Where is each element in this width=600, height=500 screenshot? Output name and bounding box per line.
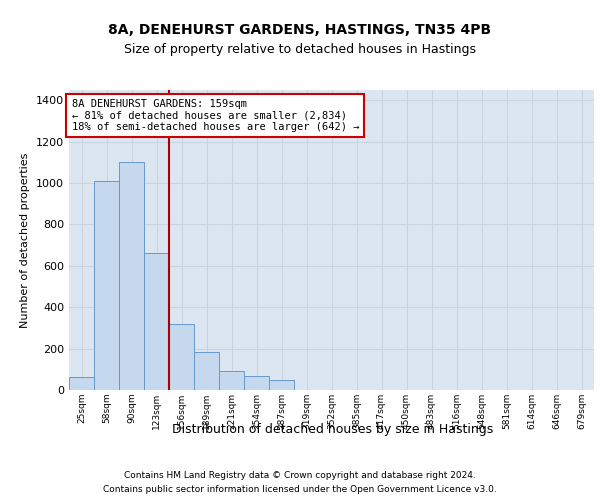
Text: Contains HM Land Registry data © Crown copyright and database right 2024.: Contains HM Land Registry data © Crown c…: [124, 472, 476, 480]
Bar: [219, 372, 244, 390]
Y-axis label: Number of detached properties: Number of detached properties: [20, 152, 31, 328]
Bar: [169, 324, 194, 390]
Bar: [119, 162, 144, 390]
Bar: [269, 380, 294, 390]
Bar: [144, 254, 169, 390]
Text: Contains public sector information licensed under the Open Government Licence v3: Contains public sector information licen…: [103, 484, 497, 494]
Text: 8A DENEHURST GARDENS: 159sqm
← 81% of detached houses are smaller (2,834)
18% of: 8A DENEHURST GARDENS: 159sqm ← 81% of de…: [71, 99, 359, 132]
Text: Distribution of detached houses by size in Hastings: Distribution of detached houses by size …: [172, 422, 494, 436]
Bar: [194, 352, 219, 390]
Bar: [94, 181, 119, 390]
Bar: [69, 376, 94, 390]
Bar: [244, 376, 269, 390]
Text: Size of property relative to detached houses in Hastings: Size of property relative to detached ho…: [124, 42, 476, 56]
Text: 8A, DENEHURST GARDENS, HASTINGS, TN35 4PB: 8A, DENEHURST GARDENS, HASTINGS, TN35 4P…: [109, 22, 491, 36]
